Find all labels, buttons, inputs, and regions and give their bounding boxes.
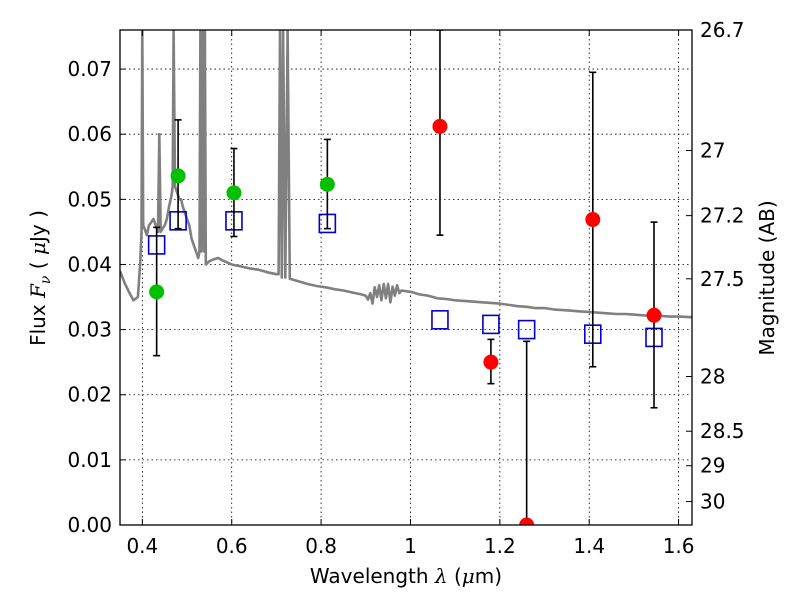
y2-tick-label: 26.7 [700,18,745,42]
y-tick-label: 0.05 [67,187,112,211]
observed-point-green [149,284,165,300]
y2-tick-label: 29 [700,454,725,478]
observed-point-green [170,168,186,184]
y-axis-title: Flux Fν ( μJy ) [26,210,54,346]
y2-tick-label: 27.2 [700,204,745,228]
y-tick-label: 0.07 [67,57,112,81]
y2-tick-label: 28.5 [700,419,745,443]
y2-tick-label: 28 [700,365,725,389]
x-tick-label: 1.2 [484,534,516,558]
observed-point-red [432,118,448,134]
model-photometry-square [517,319,536,340]
x-tick-label: 0.4 [126,534,158,558]
observed-point-green [226,185,242,201]
observed-point-red [519,517,535,525]
x-tick-label: 1.6 [663,534,695,558]
x-tick-label: 1 [404,534,417,558]
y-tick-label: 0.01 [67,448,112,472]
y2-tick-label: 27.5 [700,267,745,291]
observed-point-red [646,307,662,323]
y-tick-label: 0.02 [67,383,112,407]
y2-axis-title: Magnitude (AB) [755,200,779,355]
y-tick-label: 0.03 [67,318,112,342]
observed-point-red [483,354,499,370]
model-spectrum-line [120,30,692,319]
data-series [120,30,692,525]
x-tick-label: 1.4 [573,534,605,558]
y2-tick-label: 27 [700,138,725,162]
grid-lines [120,30,692,526]
plot-frame [119,29,693,526]
plot-background [120,30,692,525]
y2-tick-label: 30 [700,490,725,514]
axes: 0.4 0.6 0.8 1 1.2 1.4 1.6 0.00 0.01 0.02 0.03 0.04 0… [67,18,744,558]
observed-point-red [585,212,601,228]
x-tick-label: 0.8 [305,534,337,558]
model-photometry-square [482,314,500,335]
x-axis-title: Wavelength λ (μm) [310,564,502,588]
y-tick-label: 0.06 [67,122,112,146]
x-tick-label: 0.6 [216,534,248,558]
model-photometry-square [431,310,449,330]
observed-point-green [319,176,335,192]
y-tick-label: 0.00 [67,513,112,537]
y-tick-label: 0.04 [67,252,112,276]
